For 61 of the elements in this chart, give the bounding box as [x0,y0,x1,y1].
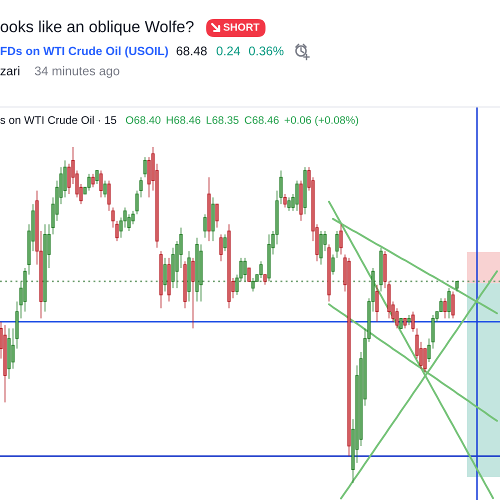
chart-title: ooks like an oblique Wolfe? [0,20,194,36]
candlestick [95,170,99,184]
candlestick [335,230,339,258]
candlestick [375,284,379,322]
candlestick [99,170,103,198]
candlestick [207,176,211,242]
candlestick [15,301,19,349]
candlestick [115,220,119,242]
candlestick [251,278,255,292]
candlestick [411,311,415,332]
candlestick [167,257,171,302]
text: 34 minutes ago [34,66,120,78]
candlestick [279,170,283,204]
candlestick [263,274,267,286]
candlestick [283,194,287,208]
candlestick [7,328,11,380]
chart-subtitle: FDs on WTI Crude Oil (USOIL) [0,46,168,58]
candlestick [431,314,435,349]
candlestick [163,257,167,292]
candlestick [339,224,343,255]
candlestick [215,204,219,228]
candlestick [259,260,263,278]
candlestick [383,250,387,288]
candlestick [107,180,111,212]
candlestick [447,288,451,319]
candlestick [3,324,7,403]
candlestick [331,254,335,276]
candlestick [287,197,291,212]
text: O68.40 [126,116,160,124]
text: L68.35 [206,116,239,124]
candlestick [87,173,91,192]
candlestick [223,234,227,252]
candlestick [219,234,223,262]
candlestick [443,298,447,319]
candlestick [319,230,323,265]
candlestick [91,173,95,188]
text: 0.36% [248,46,284,56]
candlestick [407,314,411,326]
text: 68.48 [176,46,207,56]
candlestick [211,197,215,242]
candlestick [143,156,147,178]
candlestick [243,257,247,282]
candlestick [295,180,299,212]
candlestick [427,338,431,362]
candlestick [403,318,407,329]
text: 0.24 [216,46,240,56]
candlestick [455,281,459,292]
text: s on WTI Crude Oil · 15 [0,116,116,124]
candlestick [159,250,163,309]
candlestick [203,214,207,238]
candlestick [267,234,271,282]
text: zari [0,66,20,76]
candlestick [191,257,195,329]
text: SHORT [223,23,260,31]
candlestick [187,250,191,302]
candlestick [103,180,107,198]
text: C68.46 [244,116,279,124]
candlestick [111,207,115,228]
text: +0.06 (+0.08%) [284,116,358,126]
text: H68.46 [166,116,200,124]
candlestick [139,176,143,198]
